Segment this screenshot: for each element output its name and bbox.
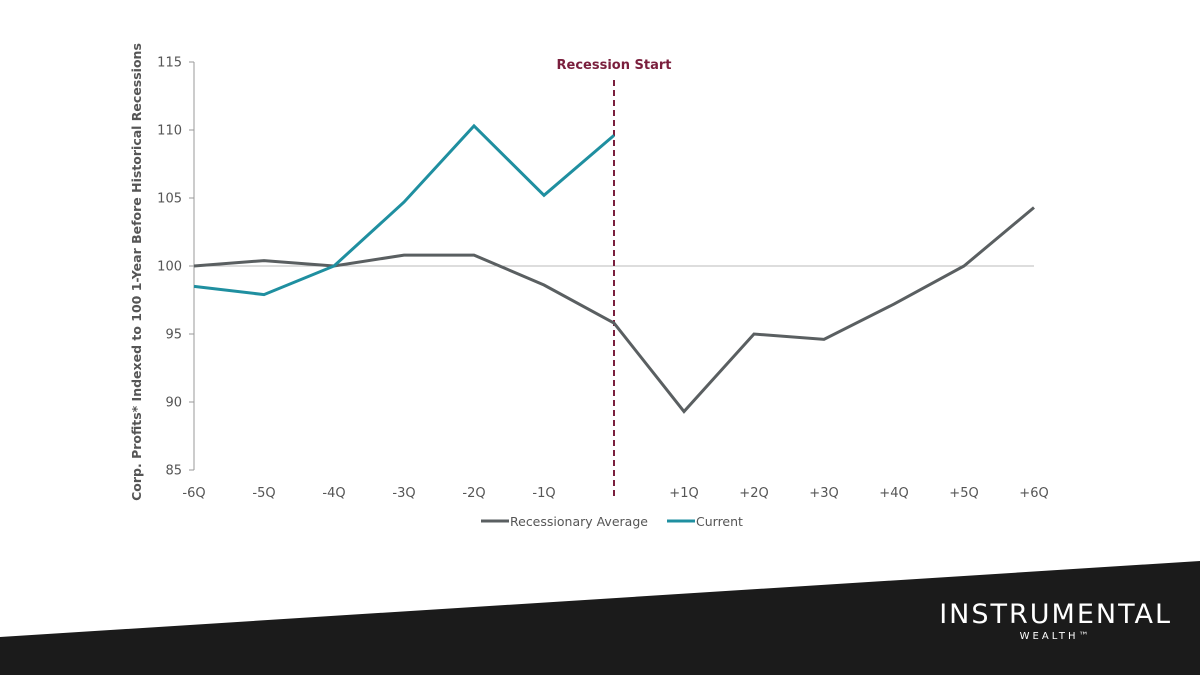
recession-start-annotation: Recession Start (557, 58, 672, 497)
y-tick-label: 95 (165, 328, 182, 343)
x-tick-label: +5Q (949, 486, 978, 501)
x-tick-label: -6Q (182, 486, 205, 501)
chart-axes (189, 61, 195, 471)
y-axis-label: Corp. Profits* Indexed to 100 1-Year Bef… (129, 43, 144, 501)
x-tick-label: +6Q (1019, 486, 1048, 501)
y-tick-label: 100 (157, 260, 182, 275)
x-tick-label: -5Q (252, 486, 275, 501)
y-tick-label: 115 (157, 56, 182, 71)
series-line-current (193, 123, 615, 297)
recession-start-label: Recession Start (557, 58, 672, 73)
x-tick-label: +1Q (669, 486, 698, 501)
x-tick-label: -1Q (532, 486, 555, 501)
y-tick-label: 85 (165, 464, 182, 479)
x-tick-label: +2Q (739, 486, 768, 501)
brand-subtitle: WEALTH™ (1019, 631, 1092, 642)
series-lines (193, 123, 1035, 414)
y-tick-label: 90 (165, 396, 182, 411)
x-tick-label: +4Q (879, 486, 908, 501)
brand-logo: INSTRUMENTAL WEALTH™ (939, 599, 1172, 643)
x-tick-label: -2Q (462, 486, 485, 501)
legend-label-recessionary-average: Recessionary Average (510, 514, 648, 529)
y-tick-label: 110 (157, 124, 182, 139)
x-tick-label: -4Q (322, 486, 345, 501)
y-tick-labels: 85 90 95 100 105 110 115 (157, 56, 182, 479)
legend-label-current: Current (696, 514, 743, 529)
brand-name: INSTRUMENTAL (939, 599, 1172, 630)
legend: Recessionary Average Current (481, 514, 743, 529)
x-tick-label: +3Q (809, 486, 838, 501)
y-tick-label: 105 (157, 192, 182, 207)
x-tick-label: -3Q (392, 486, 415, 501)
x-tick-labels: -6Q -5Q -4Q -3Q -2Q -1Q +1Q +2Q +3Q +4Q +5Q +6Q (182, 486, 1048, 501)
